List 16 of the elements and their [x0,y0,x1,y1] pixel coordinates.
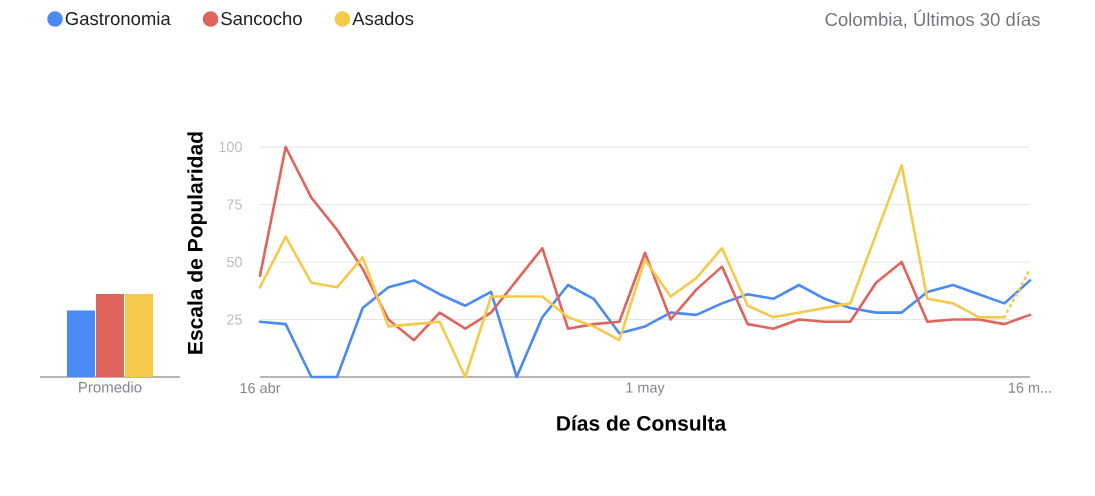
legend-label: Gastronomia [65,11,171,26]
y-tick-label: 50 [226,256,242,268]
x-tick-label: Promedio [79,381,142,393]
legend-label: Asados [352,11,414,26]
x-tick-label: 1 may [626,382,665,396]
y-axis-title: Escala de Popularidad [187,132,207,354]
line-series [258,145,1032,342]
legend-label: Sancocho [221,11,302,26]
y-tick-label: 25 [227,314,242,325]
chart-subtitle: Colombia, Últimos 30 días [825,9,1040,29]
y-tick-label: 100 [219,141,242,153]
x-tick-label: 16 m... [1008,382,1051,393]
x-tick-label: 16 abr [240,382,281,394]
line-series [258,279,1032,379]
x-axis-title: Días de Consulta [557,415,727,431]
y-tick-label: 75 [227,199,242,210]
